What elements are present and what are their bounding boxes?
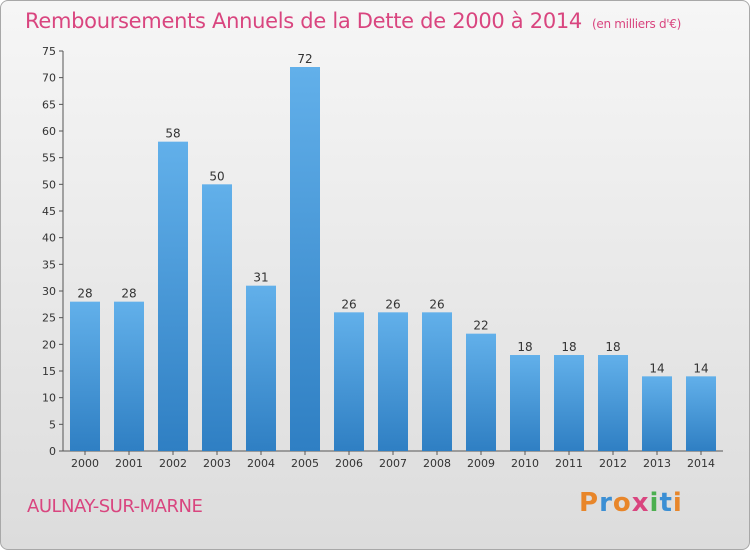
y-tick-label: 50 — [42, 178, 56, 191]
y-tick-label: 55 — [42, 152, 56, 165]
logo-letter: t — [659, 488, 673, 518]
logo-letter: i — [672, 488, 683, 518]
bar-2007 — [378, 312, 408, 451]
bar-2003 — [202, 184, 232, 452]
bar-2013 — [642, 376, 672, 451]
data-label-2008: 26 — [429, 297, 444, 311]
bar-2010 — [510, 355, 540, 451]
x-tick-label-2010: 2010 — [511, 457, 539, 470]
data-label-2003: 50 — [209, 169, 224, 183]
chart-title: Remboursements Annuels de la Dette de 20… — [25, 9, 681, 33]
logo-letter: i — [649, 488, 660, 518]
y-tick-label: 35 — [42, 258, 56, 271]
x-tick-label-2005: 2005 — [291, 457, 319, 470]
bar-2001 — [114, 301, 144, 451]
data-label-2004: 31 — [253, 271, 268, 285]
bar-2011 — [554, 355, 584, 451]
y-tick-label: 30 — [42, 285, 56, 298]
data-label-2012: 18 — [605, 340, 620, 354]
data-label-2006: 26 — [341, 297, 356, 311]
commune-name: AULNAY-SUR-MARNE — [27, 496, 203, 517]
data-label-2002: 58 — [165, 127, 180, 141]
y-tick-label: 65 — [42, 98, 56, 111]
y-tick-label: 60 — [42, 125, 56, 138]
data-label-2010: 18 — [517, 340, 532, 354]
data-label-2014: 14 — [693, 361, 708, 375]
y-tick-label: 70 — [42, 72, 56, 85]
y-tick-label: 5 — [49, 418, 56, 431]
bar-2002 — [158, 141, 188, 451]
bar-2008 — [422, 312, 452, 451]
logo-letter: x — [631, 488, 650, 518]
y-tick-label: 25 — [42, 312, 56, 325]
x-tick-label-2008: 2008 — [423, 457, 451, 470]
x-tick-label-2011: 2011 — [555, 457, 583, 470]
y-tick-label: 10 — [42, 392, 56, 405]
x-tick-label-2000: 2000 — [71, 457, 99, 470]
data-label-2009: 22 — [473, 319, 488, 333]
y-tick-label: 0 — [49, 445, 56, 458]
proxiti-logo: Proxiti — [579, 488, 683, 518]
bar-2009 — [466, 333, 496, 451]
x-tick-label-2004: 2004 — [247, 457, 275, 470]
x-tick-label-2007: 2007 — [379, 457, 407, 470]
x-tick-label-2001: 2001 — [115, 457, 143, 470]
x-tick-label-2012: 2012 — [599, 457, 627, 470]
data-label-2000: 28 — [77, 287, 92, 301]
x-tick-label-2006: 2006 — [335, 457, 363, 470]
bar-2006 — [334, 312, 364, 451]
x-tick-label-2002: 2002 — [159, 457, 187, 470]
chart-title-text: Remboursements Annuels de la Dette de 20… — [25, 9, 582, 33]
chart-axes: 0 5 10 15 20 25 30 35 40 45 50 55 60 65 70 75 — [42, 45, 723, 458]
logo-letter: P — [579, 488, 600, 518]
data-label-2011: 18 — [561, 340, 576, 354]
data-label-2005: 72 — [297, 52, 312, 66]
x-tick-label-2013: 2013 — [643, 457, 671, 470]
x-tick-label-2003: 2003 — [203, 457, 231, 470]
data-label-2013: 14 — [649, 361, 664, 375]
data-label-2007: 26 — [385, 297, 400, 311]
logo-letter: r — [599, 488, 613, 518]
chart-labels: 2000 28 2001 28 2002 58 2003 50 2004 31 2005 72 2006… — [71, 52, 715, 470]
y-tick-label: 40 — [42, 232, 56, 245]
logo-letter: o — [612, 488, 632, 518]
bar-2000 — [70, 301, 100, 451]
data-label-2001: 28 — [121, 287, 136, 301]
bar-2005 — [290, 67, 320, 451]
x-tick-label-2009: 2009 — [467, 457, 495, 470]
y-tick-label: 75 — [42, 45, 56, 58]
y-tick-label: 45 — [42, 205, 56, 218]
bar-2004 — [246, 285, 276, 451]
y-tick-label: 20 — [42, 338, 56, 351]
x-tick-label-2014: 2014 — [687, 457, 715, 470]
chart-bars — [70, 67, 716, 452]
bar-2014 — [686, 376, 716, 451]
chart-unit: (en milliers d'€) — [592, 17, 682, 31]
bar-2012 — [598, 355, 628, 451]
y-tick-label: 15 — [42, 365, 56, 378]
